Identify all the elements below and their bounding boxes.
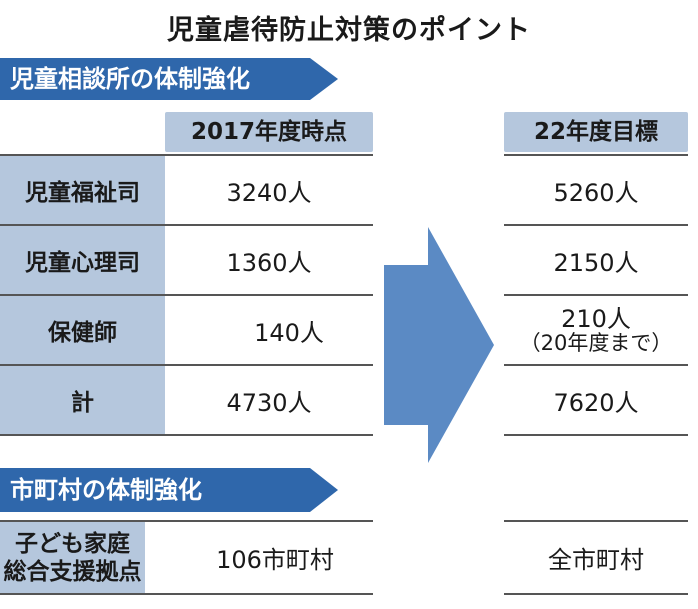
- row-divider: [0, 294, 373, 296]
- row-label: 計: [0, 365, 165, 435]
- row-divider: [504, 364, 688, 366]
- row-divider: [0, 593, 373, 595]
- row-label: 子ども家庭 総合支援拠点: [0, 522, 145, 593]
- row-divider: [0, 224, 373, 226]
- current-value: 140人: [254, 318, 324, 347]
- row-divider: [504, 154, 688, 156]
- column-header-current: 2017年度時点: [165, 112, 373, 152]
- row-label-line: 子ども家庭: [15, 530, 130, 557]
- row-divider: [0, 154, 373, 156]
- row-label: 保健師: [0, 295, 165, 365]
- row-divider: [504, 224, 688, 226]
- row-divider: [0, 520, 373, 522]
- target-value: 2150人: [553, 248, 639, 277]
- target-value: 210人: [561, 305, 631, 333]
- target-value: 7620人: [553, 388, 639, 417]
- current-value: 1360人: [226, 248, 312, 277]
- current-value: 4730人: [226, 388, 312, 417]
- section-banner-jidou-soudanjo: 児童相談所の体制強化: [0, 58, 338, 100]
- current-value: 3240人: [226, 178, 312, 207]
- row-label-line: 総合支援拠点: [3, 558, 142, 585]
- section-banner-shichouson: 市町村の体制強化: [0, 468, 338, 512]
- row-divider: [504, 434, 688, 436]
- column-header-target: 22年度目標: [504, 112, 688, 152]
- current-value: 106市町村: [216, 546, 334, 574]
- row-divider: [504, 294, 688, 296]
- row-divider: [0, 434, 373, 436]
- target-note: （20年度まで）: [519, 331, 673, 355]
- row-divider: [504, 593, 688, 595]
- row-divider: [0, 364, 373, 366]
- target-value: 全市町村: [548, 546, 644, 574]
- row-label: 児童福祉司: [0, 155, 165, 225]
- right-arrow-icon: [384, 227, 494, 463]
- target-cell: 210人 （20年度まで）: [504, 295, 688, 365]
- target-value: 5260人: [553, 178, 639, 207]
- page-title: 児童虐待防止対策のポイント: [167, 15, 531, 46]
- row-divider: [504, 520, 688, 522]
- row-label: 児童心理司: [0, 225, 165, 295]
